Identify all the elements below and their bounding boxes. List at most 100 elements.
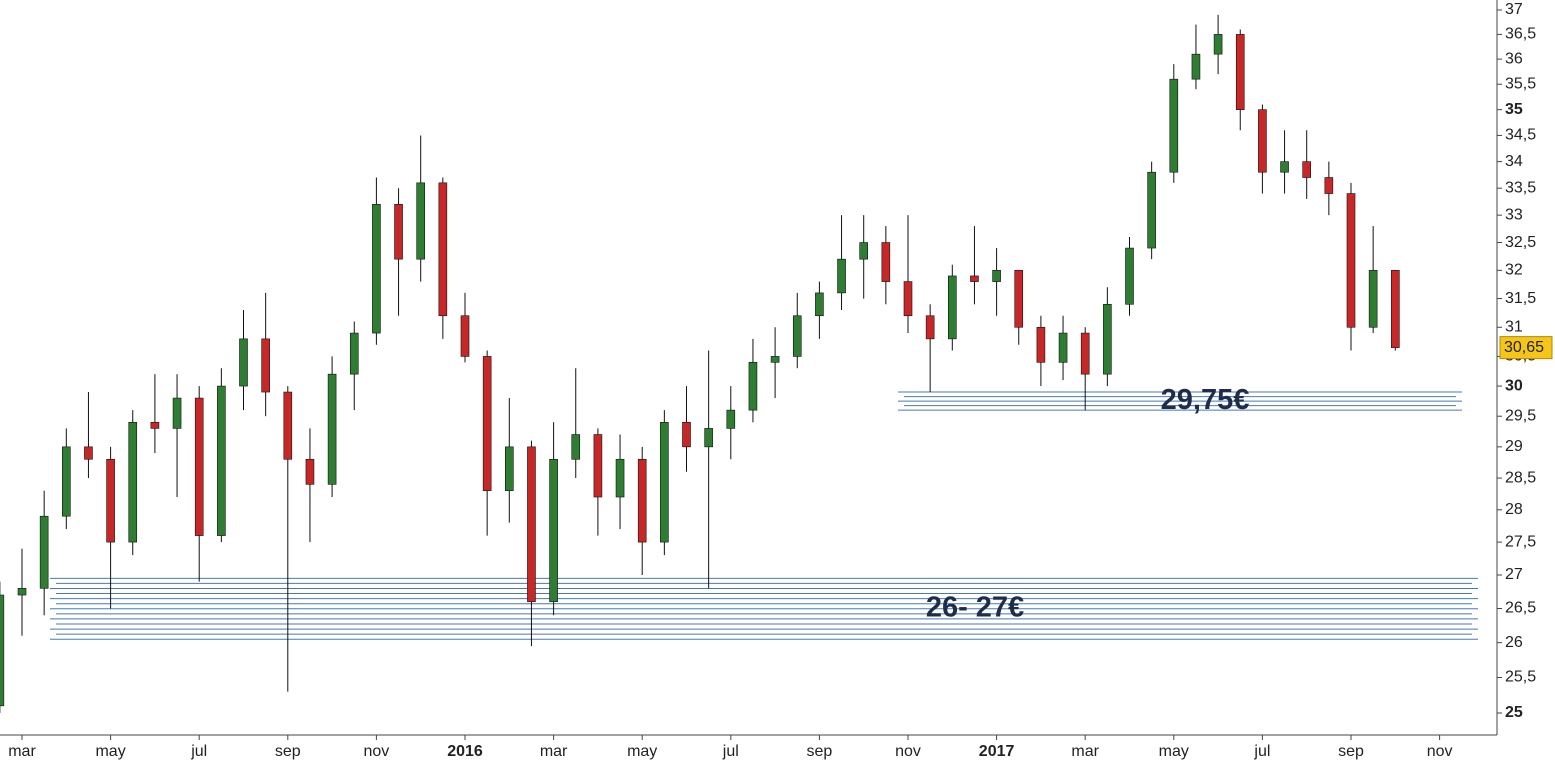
candle-body bbox=[593, 434, 603, 498]
candle-body bbox=[61, 446, 71, 517]
x-tick-label: sep bbox=[807, 743, 833, 760]
candle-body bbox=[1191, 53, 1201, 80]
candle-body bbox=[704, 428, 713, 448]
x-tick-label: mar bbox=[540, 743, 568, 760]
last-price-box bbox=[1499, 336, 1553, 360]
candle-body bbox=[1302, 161, 1311, 178]
candle-body bbox=[150, 421, 160, 429]
y-tick-label: 31,5 bbox=[1505, 290, 1536, 307]
y-tick-label: 36 bbox=[1505, 50, 1523, 67]
candle-body bbox=[1324, 177, 1334, 194]
candle-body bbox=[571, 434, 581, 460]
candle-body bbox=[1036, 326, 1046, 363]
candle-body bbox=[39, 515, 49, 589]
candle-body bbox=[17, 588, 27, 596]
x-tick-label: nov bbox=[895, 743, 921, 760]
x-tick-label: 2017 bbox=[979, 743, 1015, 760]
candle-body bbox=[792, 315, 802, 357]
y-tick-label: 33,5 bbox=[1505, 179, 1536, 196]
x-tick-label: sep bbox=[275, 743, 301, 760]
x-tick-label: nov bbox=[364, 743, 390, 760]
candle-body bbox=[815, 292, 824, 317]
candle-body bbox=[283, 391, 293, 460]
candle-body bbox=[261, 338, 270, 393]
y-tick-label: 27 bbox=[1505, 566, 1523, 583]
candle-body bbox=[1014, 270, 1024, 328]
y-tick-label: 30 bbox=[1505, 377, 1523, 394]
y-tick-label: 26 bbox=[1505, 634, 1523, 651]
y-tick-label: 37 bbox=[1505, 1, 1523, 18]
y-tick-label: 28 bbox=[1505, 501, 1523, 518]
candle-body bbox=[1103, 303, 1112, 375]
candle-body bbox=[992, 270, 1001, 282]
candle-body bbox=[327, 373, 337, 485]
candle-body bbox=[482, 356, 492, 491]
y-tick-label: 29 bbox=[1505, 438, 1523, 455]
candle-body bbox=[0, 594, 5, 707]
candle-body bbox=[1147, 171, 1156, 249]
candle-body bbox=[460, 315, 470, 357]
x-tick-label: jul bbox=[190, 743, 207, 760]
zone-label: 29,75€ bbox=[1161, 384, 1250, 416]
y-tick-label: 34 bbox=[1505, 153, 1523, 170]
y-tick-label: 25 bbox=[1505, 704, 1523, 721]
candle-body bbox=[637, 458, 647, 543]
y-tick-label: 28,5 bbox=[1505, 469, 1536, 486]
candle-body bbox=[660, 421, 669, 543]
x-tick-label: jul bbox=[722, 743, 739, 760]
candle-body bbox=[1125, 247, 1134, 305]
candle-body bbox=[947, 275, 957, 340]
y-tick-label: 29,5 bbox=[1505, 407, 1536, 424]
candle-body bbox=[416, 182, 426, 260]
candle-body bbox=[1258, 109, 1267, 173]
y-tick-label: 34,5 bbox=[1505, 127, 1536, 144]
x-tick-label: 2016 bbox=[447, 743, 483, 760]
y-tick-label: 25,5 bbox=[1505, 669, 1536, 686]
x-tick-label: sep bbox=[1338, 743, 1364, 760]
candle-body bbox=[172, 397, 182, 429]
y-tick-label: 31 bbox=[1505, 318, 1523, 335]
candle-body bbox=[504, 446, 514, 491]
candle-body bbox=[925, 315, 935, 340]
candle-body bbox=[106, 458, 115, 543]
candle-body bbox=[770, 356, 780, 363]
candle-body bbox=[1213, 34, 1223, 55]
x-tick-label: may bbox=[1159, 743, 1189, 760]
candle-body bbox=[305, 458, 315, 485]
zone-label: 26- 27€ bbox=[926, 591, 1024, 623]
y-tick-label: 36,5 bbox=[1505, 26, 1536, 43]
candle-body bbox=[837, 258, 846, 294]
candle-body bbox=[1169, 78, 1179, 173]
x-tick-label: jul bbox=[1253, 743, 1270, 760]
candle-body bbox=[84, 446, 93, 460]
x-tick-label: nov bbox=[1427, 743, 1453, 760]
candle-body bbox=[194, 397, 204, 536]
x-tick-label: may bbox=[95, 743, 125, 760]
candle-body bbox=[903, 281, 913, 317]
candle-body bbox=[349, 332, 359, 375]
y-tick-label: 35 bbox=[1505, 101, 1523, 118]
x-tick-label: mar bbox=[1071, 743, 1099, 760]
candle-body bbox=[1280, 161, 1289, 173]
candle-body bbox=[239, 338, 248, 387]
candle-body bbox=[1368, 270, 1378, 328]
candle-body bbox=[1346, 193, 1356, 328]
x-tick-label: may bbox=[627, 743, 657, 760]
candle-body bbox=[726, 409, 736, 429]
candle-body bbox=[970, 275, 979, 282]
candle-body bbox=[881, 242, 891, 282]
last-price-label: 30,65 bbox=[1504, 339, 1544, 356]
candle-body bbox=[372, 204, 381, 334]
candle-body bbox=[748, 362, 758, 411]
candle-body bbox=[549, 458, 558, 603]
y-tick-label: 35,5 bbox=[1505, 75, 1536, 92]
y-tick-label: 32 bbox=[1505, 262, 1523, 279]
candle-body bbox=[615, 458, 625, 498]
candle-body bbox=[1391, 270, 1400, 348]
candle-body bbox=[217, 385, 226, 536]
candle-body bbox=[438, 182, 448, 317]
candle-body bbox=[859, 242, 869, 260]
candle-body bbox=[1080, 332, 1090, 375]
candle-body bbox=[394, 204, 403, 260]
